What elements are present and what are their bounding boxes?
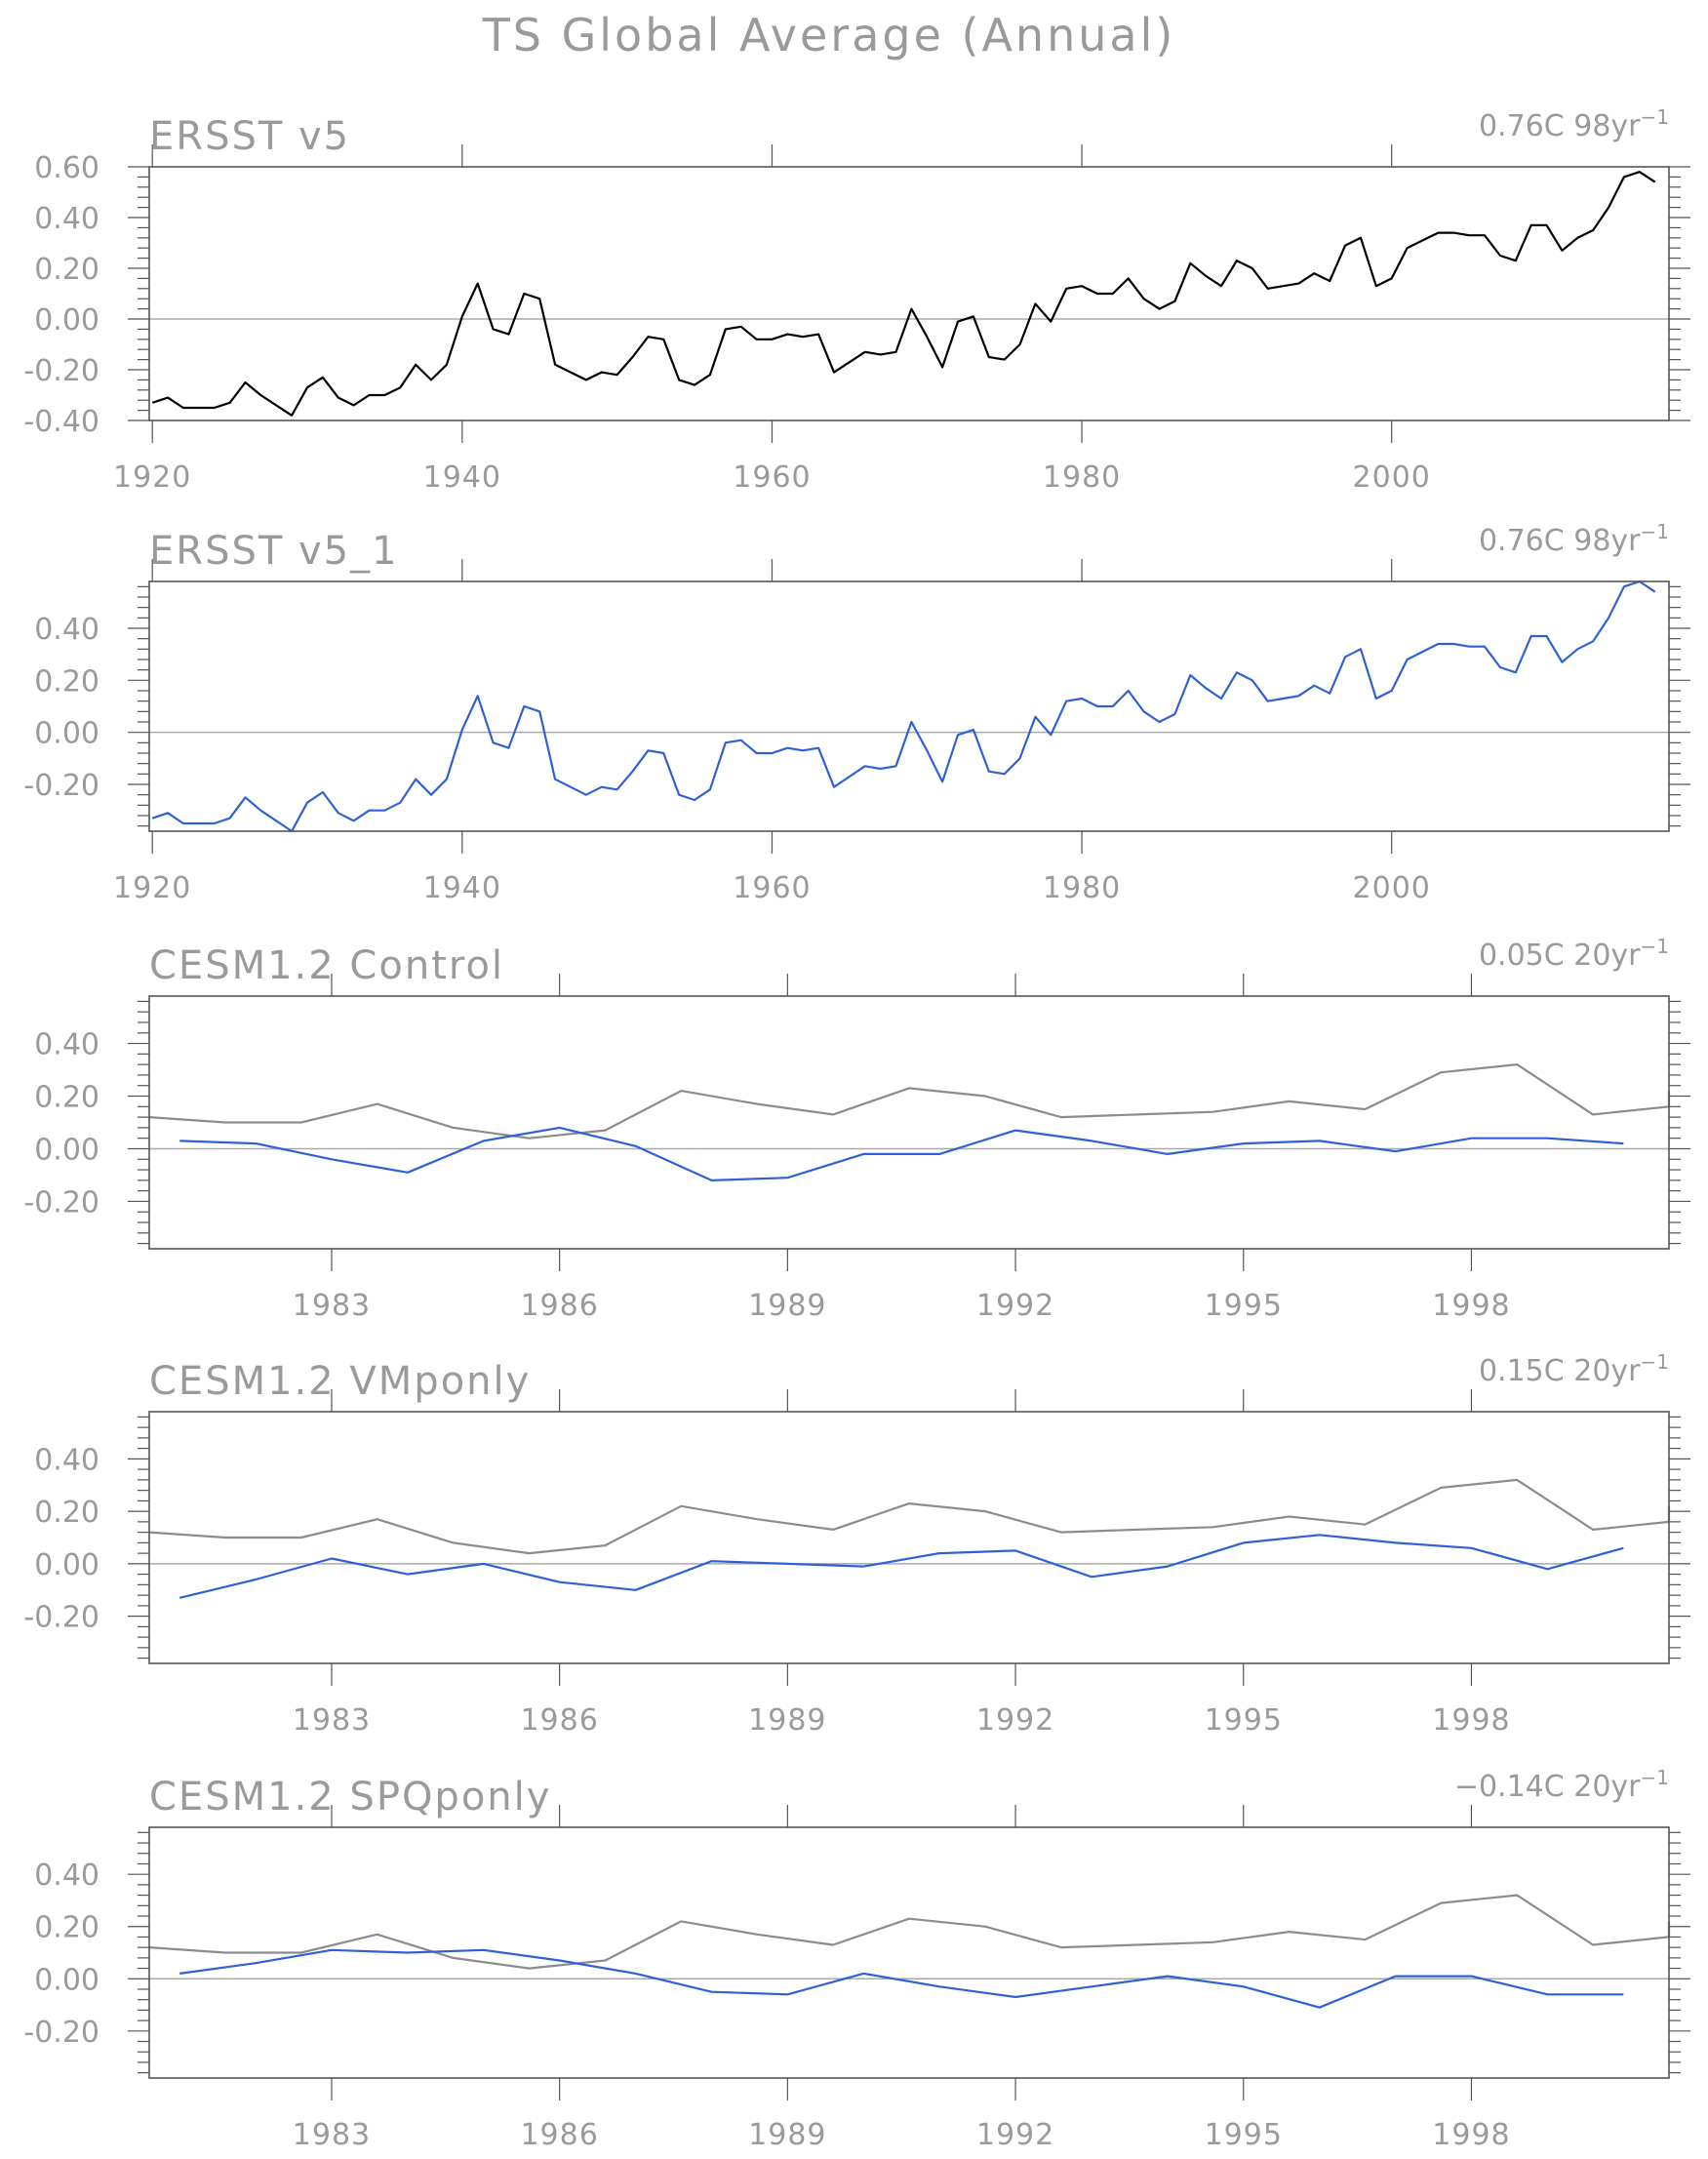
panel-title: ERSST v5_1 <box>149 529 399 574</box>
x-tick-label: 1992 <box>976 2118 1054 2152</box>
plot-frame <box>148 1826 1670 2079</box>
x-tick-label: 1992 <box>976 1289 1054 1323</box>
trend-label: 0.76C 98yr−1 <box>1479 520 1669 558</box>
panel-title: CESM1.2 SPQponly <box>149 1775 551 1819</box>
trend-label: 0.05C 20yr−1 <box>1479 935 1669 973</box>
series-line-1 <box>151 171 1656 417</box>
y-tick-label: -0.20 <box>23 769 99 803</box>
series-line-1 <box>151 580 1656 833</box>
y-tick-label: 0.40 <box>34 1443 99 1477</box>
trend-unit-superscript: −1 <box>1641 105 1669 129</box>
y-tick-label: -0.20 <box>23 1601 99 1635</box>
y-tick-label: 0.40 <box>34 613 99 647</box>
y-tick-label: -0.20 <box>23 354 99 388</box>
plot-frame <box>148 1411 1670 1664</box>
series-line-1 <box>148 1894 1671 1970</box>
x-tick-label: 1980 <box>1043 460 1121 495</box>
x-tick-label: 1995 <box>1205 1703 1283 1738</box>
trend-value: 0.76C 98yr <box>1479 109 1641 143</box>
y-tick-label: -0.20 <box>23 1185 99 1219</box>
series-line-2 <box>179 1534 1624 1599</box>
trend-label: 0.15C 20yr−1 <box>1479 1350 1669 1388</box>
y-tick-label: 0.00 <box>34 303 99 338</box>
trend-unit-superscript: −1 <box>1641 520 1669 543</box>
x-tick-label: 1983 <box>293 1289 371 1323</box>
x-tick-label: 1998 <box>1432 1703 1510 1738</box>
trend-unit-superscript: −1 <box>1641 1350 1669 1374</box>
y-tick-label: 0.00 <box>34 1133 99 1167</box>
panel-5: CESM1.2 SPQponly −0.14C 20yr−1 -0.20 0.00 0.… <box>23 1766 1690 2152</box>
x-tick-label: 1920 <box>113 460 191 495</box>
x-tick-label: 1989 <box>748 1289 826 1323</box>
x-tick-label: 1983 <box>293 1703 371 1738</box>
x-tick-label: 1960 <box>733 871 811 905</box>
trend-value: 0.05C 20yr <box>1479 939 1641 973</box>
y-tick-label: 0.00 <box>34 717 99 751</box>
x-tick-label: 1940 <box>423 871 501 905</box>
panel-title: ERSST v5 <box>149 114 350 159</box>
trend-value: 0.76C 98yr <box>1479 524 1641 558</box>
y-tick-label: 0.00 <box>34 1963 99 1997</box>
plot-frame <box>148 166 1670 421</box>
trend-unit-superscript: −1 <box>1641 935 1669 958</box>
x-tick-label: 1992 <box>976 1703 1054 1738</box>
y-tick-label: -0.40 <box>23 405 99 439</box>
x-tick-label: 2000 <box>1353 871 1431 905</box>
series-line-1 <box>148 1478 1671 1555</box>
y-tick-label: -0.20 <box>23 2016 99 2050</box>
x-tick-label: 2000 <box>1353 460 1431 495</box>
y-tick-label: 0.20 <box>34 253 99 287</box>
x-tick-label: 1986 <box>520 1289 598 1323</box>
plot-frame <box>148 580 1670 832</box>
trend-label: 0.76C 98yr−1 <box>1479 105 1669 143</box>
panel-title: CESM1.2 Control <box>149 943 504 988</box>
y-tick-label: 0.20 <box>34 1081 99 1115</box>
panel-1: ERSST v5 0.76C 98yr−1 -0.40 -0.20 0.00 0.20 0.… <box>23 105 1690 495</box>
x-tick-label: 1998 <box>1432 2118 1510 2152</box>
x-tick-label: 1920 <box>113 871 191 905</box>
trend-unit-superscript: −1 <box>1641 1766 1669 1789</box>
figure-title: TS Global Average (Annual) <box>482 9 1176 61</box>
panel-2: ERSST v5_1 0.76C 98yr−1 -0.20 0.00 0.20 0.40 1… <box>23 520 1690 905</box>
y-tick-label: 0.00 <box>34 1548 99 1582</box>
x-tick-label: 1940 <box>423 460 501 495</box>
x-tick-label: 1980 <box>1043 871 1121 905</box>
x-tick-label: 1960 <box>733 460 811 495</box>
panel-3: CESM1.2 Control 0.05C 20yr−1 -0.20 0.00 0.20… <box>23 935 1690 1323</box>
y-tick-label: 0.60 <box>34 151 99 185</box>
x-tick-label: 1995 <box>1205 1289 1283 1323</box>
trend-label: −0.14C 20yr−1 <box>1454 1766 1669 1804</box>
x-tick-label: 1983 <box>293 2118 371 2152</box>
y-tick-label: 0.20 <box>34 1911 99 1945</box>
x-tick-label: 1986 <box>520 1703 598 1738</box>
y-tick-label: 0.40 <box>34 1028 99 1062</box>
x-tick-label: 1995 <box>1205 2118 1283 2152</box>
panel-title: CESM1.2 VMponly <box>149 1359 531 1404</box>
series-line-2 <box>179 1948 1624 2009</box>
y-tick-label: 0.20 <box>34 1496 99 1530</box>
series-line-2 <box>179 1126 1624 1182</box>
x-tick-label: 1998 <box>1432 1289 1510 1323</box>
y-tick-label: 0.20 <box>34 664 99 699</box>
trend-value: 0.15C 20yr <box>1479 1354 1641 1388</box>
panel-4: CESM1.2 VMponly 0.15C 20yr−1 -0.20 0.00 0.20… <box>23 1350 1690 1738</box>
x-tick-label: 1989 <box>748 2118 826 2152</box>
y-tick-label: 0.40 <box>34 202 99 236</box>
trend-value: −0.14C 20yr <box>1454 1770 1641 1804</box>
plot-frame <box>148 995 1670 1250</box>
x-tick-label: 1986 <box>520 2118 598 2152</box>
x-tick-label: 1989 <box>748 1703 826 1738</box>
y-tick-label: 0.40 <box>34 1859 99 1893</box>
series-line-1 <box>148 1062 1671 1139</box>
